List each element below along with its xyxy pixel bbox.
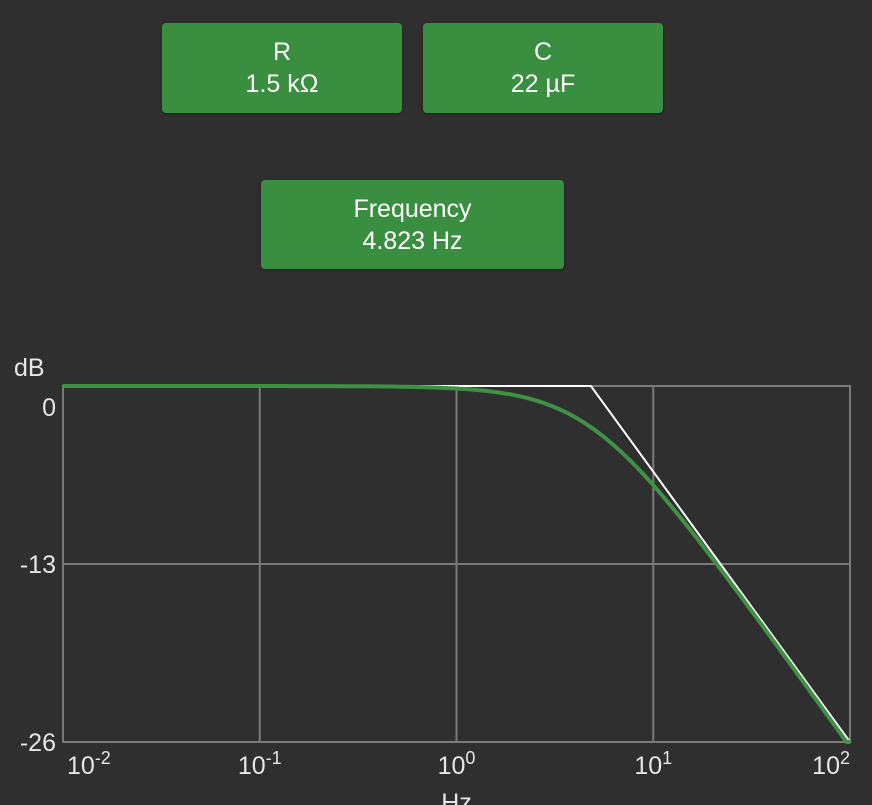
x-tick-label: 102 <box>812 748 850 780</box>
response-point <box>848 740 852 744</box>
response-point <box>514 394 518 398</box>
x-tick-label: 101 <box>634 748 672 780</box>
response-point <box>651 480 655 484</box>
plot-grid <box>62 385 851 743</box>
frequency-value: 4.823 Hz <box>362 226 463 255</box>
resistor-label: R <box>272 38 292 66</box>
response-point <box>258 384 262 388</box>
y-axis-label: dB <box>14 354 45 382</box>
response-point <box>710 557 714 561</box>
x-tick-label: 10-1 <box>238 748 282 780</box>
capacitor-value: 22 µF <box>510 70 576 98</box>
x-tick-label: 100 <box>438 748 476 780</box>
y-tick-label: -13 <box>20 551 56 579</box>
response-point <box>589 425 593 429</box>
frequency-label: Frequency <box>353 194 472 223</box>
response-point <box>548 403 552 407</box>
y-tick-label: 0 <box>42 394 56 422</box>
resistor-button[interactable]: R 1.5 kΩ <box>162 23 402 113</box>
plot-series <box>61 384 852 744</box>
y-tick-label: -26 <box>20 729 56 757</box>
response-point <box>745 603 749 607</box>
response-point <box>621 451 625 455</box>
x-tick-label: 10-2 <box>67 748 111 780</box>
plot-labels: 10-2 10-1 100 101 102 0 -13 -26 dB Hz <box>14 354 850 805</box>
response-point <box>455 387 458 391</box>
capacitor-label: C <box>533 38 553 66</box>
response-point <box>395 385 399 389</box>
x-axis-label: Hz <box>441 789 472 805</box>
response-point <box>789 663 793 667</box>
response-point <box>61 384 65 388</box>
resistor-value: 1.5 kΩ <box>245 70 319 98</box>
frequency-button[interactable]: Frequency 4.823 Hz <box>261 180 564 269</box>
capacitor-button[interactable]: C 22 µF <box>423 23 663 113</box>
